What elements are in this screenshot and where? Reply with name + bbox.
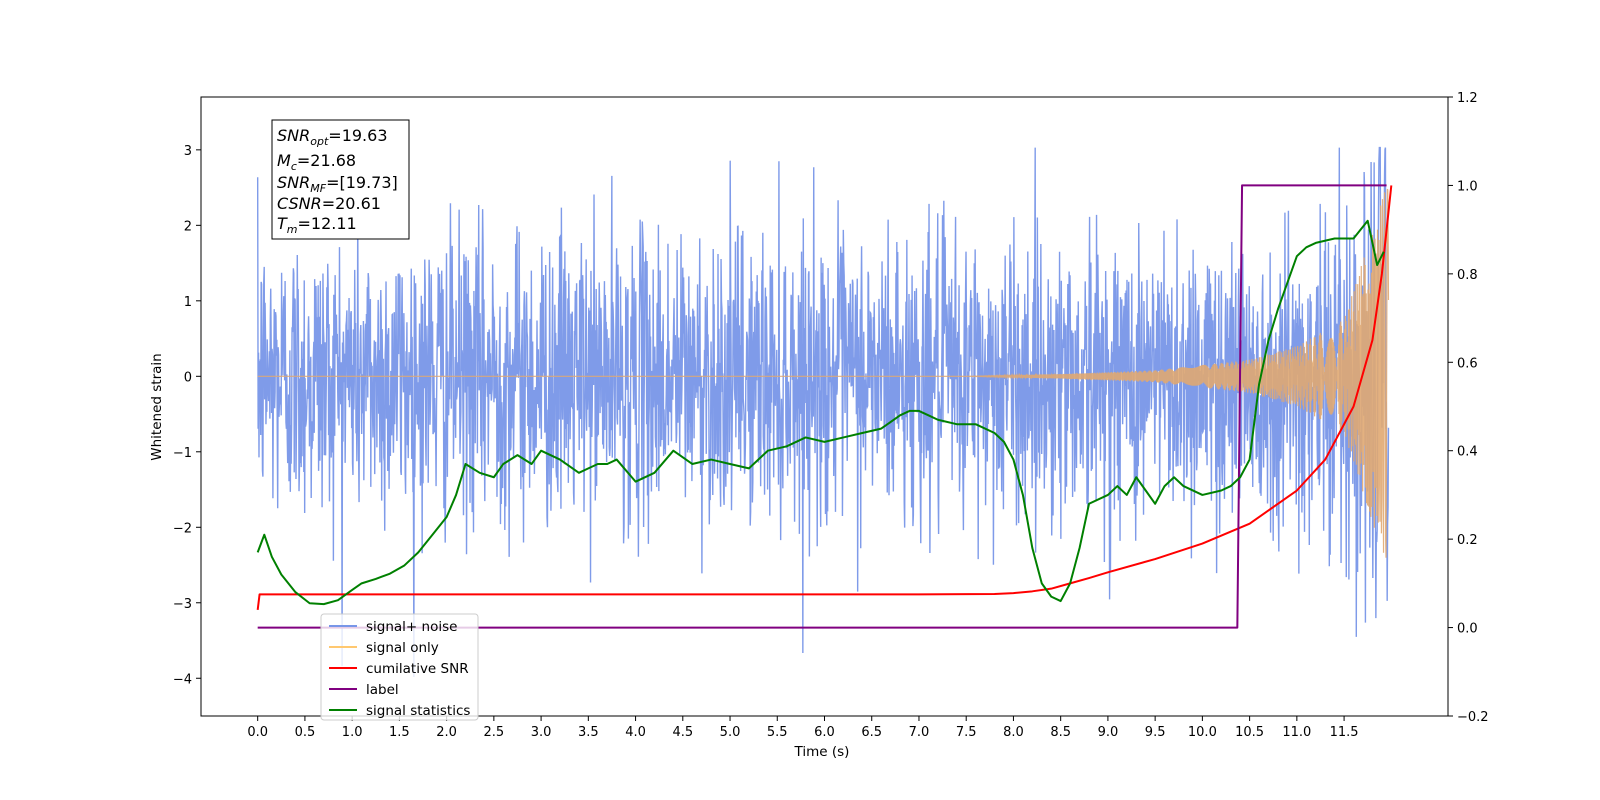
y2-tick-label: 0.0 [1457,622,1478,637]
x-tick-label: 8.0 [1003,725,1024,740]
x-tick-label: 5.5 [767,725,788,740]
legend-label-cumilative-snr: cumilative SNR [366,661,469,677]
y2-tick-label: 0.6 [1457,356,1478,371]
x-tick-label: 1.5 [389,725,410,740]
stats-box: SNRopt=19.63 Mc=21.68 SNRMF=[19.73] CSNR… [271,119,410,240]
series-layer [256,146,1393,678]
y2-tick-label: 0.8 [1457,268,1478,283]
x-tick-label: 11.0 [1282,725,1311,740]
y-axis-label: Whitened strain [149,353,165,460]
x-tick-label: 6.0 [814,725,835,740]
y2-tick-label: −0.2 [1457,710,1489,725]
x-tick-label: 2.5 [484,725,505,740]
x-tick-label: 3.5 [578,725,599,740]
legend-frame [320,613,479,721]
legend-label-signal-statistics: signal statistics [366,703,470,719]
x-tick-label: 9.5 [1145,725,1166,740]
y-tick-label: −2 [173,521,192,536]
x-tick-label: 9.0 [1098,725,1119,740]
stat-snr-opt: SNRopt=19.63 [277,126,388,148]
y2-tick-label: 1.2 [1457,91,1478,106]
x-tick-label: 5.0 [720,725,741,740]
y-tick-label: 2 [184,219,192,234]
stat-tm: Tm=12.11 [277,214,357,236]
x-tick-label: 4.5 [672,725,693,740]
x-tick-label: 0.5 [295,725,316,740]
x-tick-label: 10.5 [1235,725,1264,740]
x-tick-label: 3.0 [531,725,552,740]
x-tick-label: 11.5 [1330,725,1359,740]
stats-box-frame [271,119,410,240]
ticks-layer: 0.0 0.5 1.0 1.5 2.0 2.5 3.0 3.5 4.0 4.5 5.0 5.5 6.0 6… [173,91,1489,740]
legend: signal+ noise signal only cumilative SNR… [320,613,479,721]
y-tick-label: −4 [173,672,192,687]
y-tick-label: 0 [184,370,192,385]
y-tick-label: −3 [173,597,192,612]
stat-csnr: CSNR=20.61 [277,194,381,213]
y2-tick-label: 0.2 [1457,533,1478,548]
x-tick-label: 0.0 [247,725,268,740]
stat-snr-mf: SNRMF=[19.73] [277,173,398,195]
series-cumilative-snr [256,185,1393,611]
y-tick-label: −1 [173,446,192,461]
y-tick-label: 1 [184,295,192,310]
legend-label-signal-only: signal only [366,640,439,656]
stat-mc: Mc=21.68 [277,151,356,173]
series-label [257,184,1387,629]
series-signal-statistics [256,219,1385,606]
x-tick-label: 4.0 [625,725,646,740]
x-axis-label: Time (s) [794,744,850,760]
legend-label-label: label [366,682,399,698]
y-tick-label: 3 [184,144,192,159]
legend-label-signal-noise: signal+ noise [366,619,457,635]
series-signal-only [257,188,1390,558]
x-tick-label: 2.0 [436,725,457,740]
y2-tick-label: 1.0 [1457,179,1478,194]
x-tick-label: 6.5 [861,725,882,740]
x-tick-label: 8.5 [1050,725,1071,740]
y2-tick-label: 0.4 [1457,445,1478,460]
x-tick-label: 7.0 [909,725,930,740]
x-tick-label: 7.5 [956,725,977,740]
x-tick-label: 10.0 [1188,725,1217,740]
x-tick-label: 1.0 [342,725,363,740]
